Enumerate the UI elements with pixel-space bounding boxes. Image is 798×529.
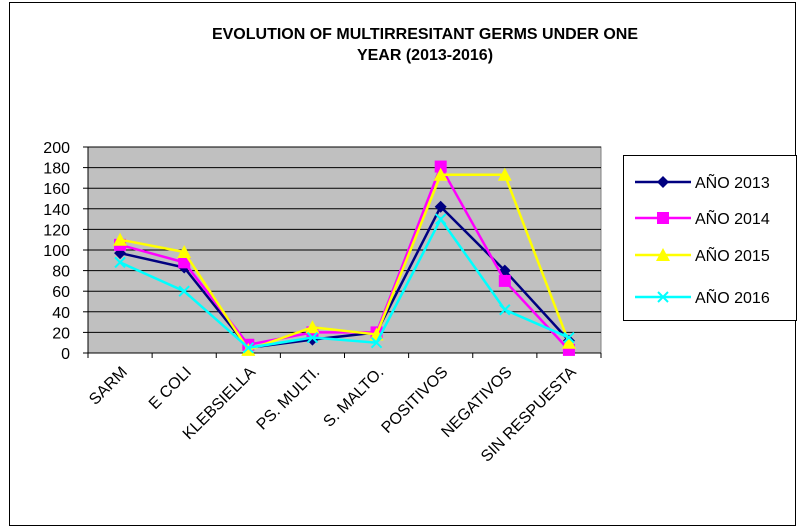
series-line (119, 173, 571, 352)
marker (434, 160, 447, 173)
marker (177, 245, 192, 259)
marker (434, 200, 447, 213)
marker (657, 176, 669, 188)
marker (178, 256, 191, 269)
marker (113, 232, 128, 246)
y-tick-label: 80 (52, 264, 70, 281)
marker (370, 336, 383, 349)
y-tick-label: 20 (52, 325, 70, 342)
marker (497, 167, 512, 181)
marker (499, 304, 511, 316)
y-tick-label: 160 (43, 181, 70, 198)
y-tick-label: 40 (52, 305, 70, 322)
series-line (119, 163, 570, 351)
marker (561, 335, 576, 349)
marker (178, 285, 190, 297)
marker (434, 213, 447, 225)
y-tick-label: 100 (43, 243, 70, 260)
y-tick-label: 0 (61, 346, 70, 363)
series-line (119, 216, 570, 350)
y-tick-label: 180 (43, 161, 70, 178)
marker (563, 331, 575, 344)
y-tick-label: 60 (52, 284, 70, 301)
y-tick-label: 140 (43, 202, 70, 219)
y-tick-label: 200 (43, 140, 70, 157)
y-tick-label: 120 (43, 222, 70, 239)
marker (306, 331, 319, 344)
marker (433, 167, 448, 181)
legend-label: AÑO 2013 (695, 172, 770, 192)
marker (305, 320, 320, 334)
marker (498, 274, 511, 287)
marker (657, 291, 669, 303)
marker (242, 342, 255, 354)
marker (656, 248, 670, 261)
marker (114, 256, 126, 269)
legend-label: AÑO 2015 (695, 245, 770, 265)
chart-title: EVOLUTION OF MULTIRRESITANT GERMS UNDER … (212, 26, 638, 43)
legend-label: AÑO 2014 (695, 208, 770, 228)
marker (657, 212, 669, 224)
legend-label: AÑO 2016 (695, 287, 770, 307)
chart-title: YEAR (2013-2016) (357, 47, 493, 64)
